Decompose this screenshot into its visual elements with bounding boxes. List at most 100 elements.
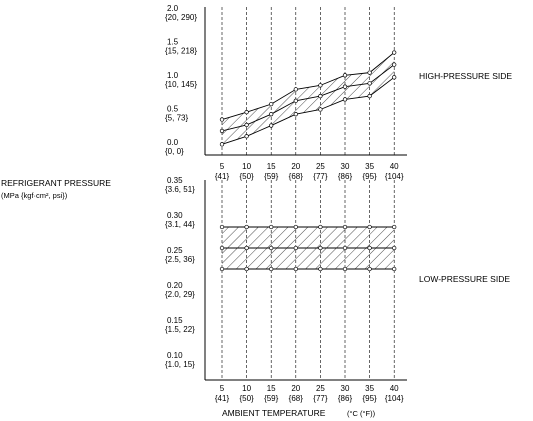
- series-line-lower: [221, 76, 395, 145]
- x-tick-label: 35: [365, 162, 374, 171]
- x-tick-label: 30: [341, 162, 350, 171]
- data-point-lower: [244, 266, 249, 272]
- x-tick-label-secondary: {104}: [385, 394, 404, 403]
- y-tick-label: 0.30: [167, 211, 183, 220]
- data-point-upper: [219, 117, 225, 122]
- x-tick-label: 25: [316, 384, 325, 393]
- data-point-middle: [269, 112, 274, 117]
- chart-panels: 2.0{20, 290}1.5{15, 218}1.0{10, 145}0.5{…: [165, 4, 512, 403]
- y-axis-label-group: REFRIGERANT PRESSURE (MPa {kgf·cm², psi}…: [1, 178, 111, 200]
- data-point-lower: [219, 142, 225, 147]
- data-point-middle: [293, 98, 298, 103]
- x-tick-label-secondary: {41}: [215, 394, 230, 403]
- x-axis-label-group: AMBIENT TEMPERATURE (°C (°F)): [222, 408, 376, 418]
- data-point-upper: [318, 83, 323, 88]
- x-tick-label: 40: [390, 384, 399, 393]
- side-label: HIGH-PRESSURE SIDE: [419, 71, 512, 81]
- y-tick-label-secondary: {1.5, 22}: [165, 325, 195, 334]
- y-tick-label-secondary: {3.6, 51}: [165, 185, 195, 194]
- x-tick-label-secondary: {68}: [289, 394, 304, 403]
- x-tick-label-secondary: {95}: [362, 394, 377, 403]
- panel-low-pressure: 0.35{3.6, 51} 0.30{3.1, 44} 0.25{2.5, 36} 0…: [165, 176, 510, 403]
- x-tick-label-secondary: {59}: [264, 172, 279, 181]
- data-point-upper: [219, 224, 225, 230]
- data-point-upper: [293, 224, 298, 230]
- data-point-upper: [342, 73, 348, 78]
- x-tick-label-secondary: {86}: [338, 394, 353, 403]
- series-line-middle: [221, 64, 395, 132]
- data-point-upper: [244, 110, 249, 115]
- data-point-upper: [293, 87, 298, 92]
- y-tick-label-secondary: {10, 145}: [165, 80, 197, 89]
- x-tick-label: 15: [267, 384, 276, 393]
- data-point-upper: [269, 224, 274, 230]
- data-point-middle: [244, 245, 249, 251]
- y-tick-label: 0.0: [167, 138, 179, 147]
- y-tick-label: 0.35: [167, 176, 183, 185]
- y-tick-label-secondary: {2.0, 29}: [165, 290, 195, 299]
- y-tick-label-secondary: {3.1, 44}: [165, 220, 195, 229]
- series-line-upper: [221, 52, 395, 120]
- data-point-lower: [342, 266, 348, 272]
- y-tick-label-secondary: {1.0, 15}: [165, 360, 195, 369]
- y-tick-label: 0.10: [167, 351, 183, 360]
- data-point-middle: [269, 245, 274, 251]
- y-tick-label: 0.20: [167, 281, 183, 290]
- x-tick-label: 35: [365, 384, 374, 393]
- data-point-middle: [318, 93, 323, 99]
- y-tick-label-secondary: {2.5, 36}: [165, 255, 195, 264]
- x-tick-label-secondary: {50}: [239, 172, 254, 181]
- y-axis-label: REFRIGERANT PRESSURE: [1, 178, 111, 188]
- x-tick-label-secondary: {77}: [313, 172, 328, 181]
- data-point-upper: [367, 224, 372, 230]
- data-point-middle: [219, 128, 225, 134]
- data-point-upper: [244, 224, 249, 230]
- y-axis-unit: (MPa {kgf·cm², psi}): [1, 191, 68, 200]
- data-point-middle: [392, 245, 397, 251]
- data-point-lower: [244, 134, 249, 139]
- data-point-upper: [342, 224, 348, 230]
- data-point-middle: [342, 84, 348, 89]
- y-tick-label: 0.15: [167, 316, 183, 325]
- y-tick-label-secondary: {20, 290}: [165, 13, 197, 22]
- data-point-middle: [244, 122, 249, 128]
- data-point-lower: [318, 107, 323, 112]
- y-tick-label: 1.0: [167, 71, 179, 80]
- y-tick-label: 0.25: [167, 246, 183, 255]
- data-point-lower: [219, 266, 225, 272]
- x-tick-label: 10: [242, 162, 251, 171]
- data-point-lower: [293, 112, 298, 117]
- x-tick-label-secondary: {95}: [362, 172, 377, 181]
- data-point-lower: [392, 75, 397, 80]
- data-point-upper: [269, 101, 274, 107]
- data-point-lower: [342, 97, 348, 102]
- x-tick-label-secondary: {41}: [215, 172, 230, 181]
- y-tick-label-secondary: {15, 218}: [165, 47, 197, 56]
- y-tick-label: 1.5: [167, 38, 179, 47]
- data-point-middle: [392, 62, 397, 67]
- x-tick-label-secondary: {86}: [338, 172, 353, 181]
- x-tick-label-secondary: {59}: [264, 394, 279, 403]
- y-tick-label: 0.5: [167, 105, 179, 114]
- data-point-middle: [367, 245, 372, 251]
- y-tick-label: 2.0: [167, 4, 179, 13]
- x-tick-label-secondary: {104}: [385, 172, 404, 181]
- data-point-upper: [392, 50, 397, 55]
- y-tick-label-secondary: {5, 73}: [165, 114, 188, 123]
- data-point-upper: [318, 224, 323, 230]
- data-point-lower: [293, 266, 298, 272]
- x-tick-label-secondary: {50}: [239, 394, 254, 403]
- x-tick-label: 5: [220, 162, 225, 171]
- data-point-middle: [367, 81, 372, 86]
- data-point-middle: [219, 245, 225, 251]
- data-point-lower: [318, 266, 323, 272]
- data-point-lower: [269, 123, 274, 128]
- data-point-lower: [367, 93, 372, 99]
- x-tick-label: 20: [291, 384, 300, 393]
- data-point-middle: [318, 245, 323, 251]
- x-tick-label-secondary: {77}: [313, 394, 328, 403]
- side-label: LOW-PRESSURE SIDE: [419, 274, 510, 284]
- x-axis-label: AMBIENT TEMPERATURE: [222, 408, 326, 418]
- x-tick-label: 15: [267, 162, 276, 171]
